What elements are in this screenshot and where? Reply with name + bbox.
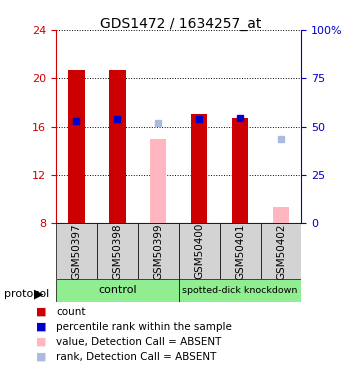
- FancyBboxPatch shape: [138, 223, 179, 279]
- Text: rank, Detection Call = ABSENT: rank, Detection Call = ABSENT: [56, 352, 216, 362]
- Text: count: count: [56, 307, 86, 317]
- Text: control: control: [98, 285, 136, 295]
- Bar: [109, 70, 126, 223]
- Text: GSM50401: GSM50401: [235, 223, 245, 279]
- Bar: [232, 118, 248, 223]
- FancyBboxPatch shape: [179, 223, 219, 279]
- Text: value, Detection Call = ABSENT: value, Detection Call = ABSENT: [56, 337, 221, 347]
- FancyBboxPatch shape: [219, 223, 261, 279]
- Text: protocol: protocol: [4, 289, 49, 299]
- Bar: [273, 207, 289, 223]
- Text: GSM50400: GSM50400: [194, 223, 204, 279]
- Text: GSM50398: GSM50398: [112, 223, 122, 280]
- Text: ■: ■: [36, 307, 47, 317]
- Text: GSM50402: GSM50402: [276, 223, 286, 279]
- Bar: [68, 70, 84, 223]
- Text: spotted-dick knockdown: spotted-dick knockdown: [182, 286, 298, 295]
- FancyBboxPatch shape: [56, 279, 179, 302]
- FancyBboxPatch shape: [179, 279, 301, 302]
- Bar: [191, 114, 207, 223]
- Text: ▶: ▶: [34, 288, 43, 300]
- Text: ■: ■: [36, 352, 47, 362]
- Text: GSM50397: GSM50397: [71, 223, 82, 280]
- Text: GSM50399: GSM50399: [153, 223, 163, 280]
- Text: GDS1472 / 1634257_at: GDS1472 / 1634257_at: [100, 17, 261, 31]
- Text: percentile rank within the sample: percentile rank within the sample: [56, 322, 232, 332]
- FancyBboxPatch shape: [56, 223, 97, 279]
- FancyBboxPatch shape: [97, 223, 138, 279]
- Text: ■: ■: [36, 337, 47, 347]
- Text: ■: ■: [36, 322, 47, 332]
- Bar: [150, 139, 166, 223]
- FancyBboxPatch shape: [261, 223, 301, 279]
